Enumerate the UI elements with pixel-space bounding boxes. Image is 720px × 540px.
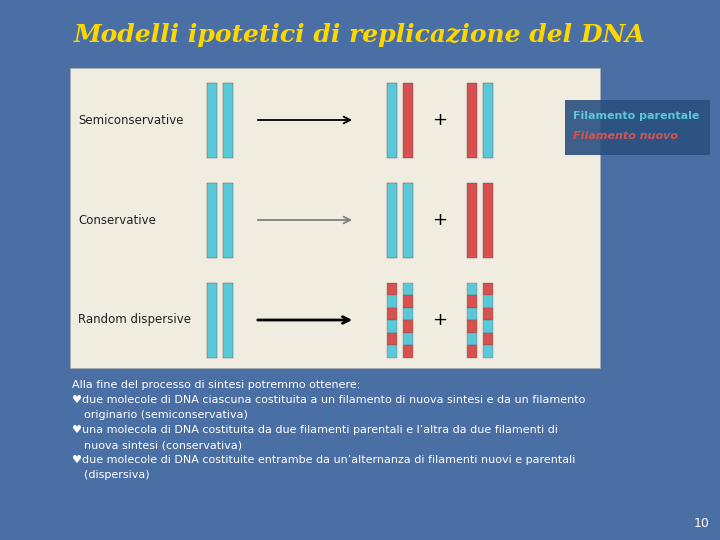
Text: ♥una molecola di DNA costituita da due filamenti parentali e l’altra da due fila: ♥una molecola di DNA costituita da due f… [72, 425, 558, 435]
Bar [403, 295, 413, 307]
Bar [223, 83, 233, 158]
Bar [483, 83, 493, 158]
Bar [223, 282, 233, 357]
Bar [387, 307, 397, 320]
Bar [403, 282, 413, 295]
Bar [223, 183, 233, 258]
Bar [467, 83, 477, 158]
Text: ♥due molecole di DNA ciascuna costituita a un filamento di nuova sintesi e da un: ♥due molecole di DNA ciascuna costituita… [72, 395, 585, 405]
Bar [483, 183, 493, 258]
Bar [483, 345, 493, 357]
Bar [70, 68, 600, 368]
Bar [207, 183, 217, 258]
Bar [207, 83, 217, 158]
Bar [387, 333, 397, 345]
Text: originario (semiconservativa): originario (semiconservativa) [84, 410, 248, 420]
Bar [483, 295, 493, 307]
Text: +: + [433, 211, 448, 229]
Bar [467, 183, 477, 258]
Bar [387, 183, 397, 258]
Text: ♥due molecole di DNA costituite entrambe da un’alternanza di filamenti nuovi e p: ♥due molecole di DNA costituite entrambe… [72, 455, 575, 465]
Text: Alla fine del processo di sintesi potremmo ottenere:: Alla fine del processo di sintesi potrem… [72, 380, 361, 390]
Bar [387, 320, 397, 333]
Bar [467, 282, 477, 295]
Text: +: + [433, 111, 448, 129]
Text: Modelli ipotetici di replicazione del DNA: Modelli ipotetici di replicazione del DN… [74, 23, 646, 47]
Bar [403, 333, 413, 345]
Text: (dispersiva): (dispersiva) [84, 470, 150, 480]
Bar [403, 307, 413, 320]
Text: 10: 10 [694, 517, 710, 530]
Bar [483, 320, 493, 333]
Text: Conservative: Conservative [78, 213, 156, 226]
Bar [387, 295, 397, 307]
Text: Filamento nuovo: Filamento nuovo [573, 131, 678, 141]
Bar [483, 282, 493, 295]
Bar [403, 320, 413, 333]
Bar [403, 83, 413, 158]
Bar [467, 295, 477, 307]
Bar [467, 320, 477, 333]
Bar [467, 345, 477, 357]
Bar [207, 282, 217, 357]
Bar [387, 282, 397, 295]
Text: +: + [433, 311, 448, 329]
Bar [403, 345, 413, 357]
Text: nuova sintesi (conservativa): nuova sintesi (conservativa) [84, 440, 242, 450]
Text: Random dispersive: Random dispersive [78, 314, 191, 327]
Bar [467, 307, 477, 320]
Bar [387, 83, 397, 158]
Bar [403, 183, 413, 258]
Text: Filamento parentale: Filamento parentale [573, 111, 699, 121]
Bar [387, 345, 397, 357]
Bar [467, 333, 477, 345]
Text: Semiconservative: Semiconservative [78, 113, 184, 126]
Bar [483, 307, 493, 320]
Bar [483, 333, 493, 345]
Bar [565, 100, 710, 155]
